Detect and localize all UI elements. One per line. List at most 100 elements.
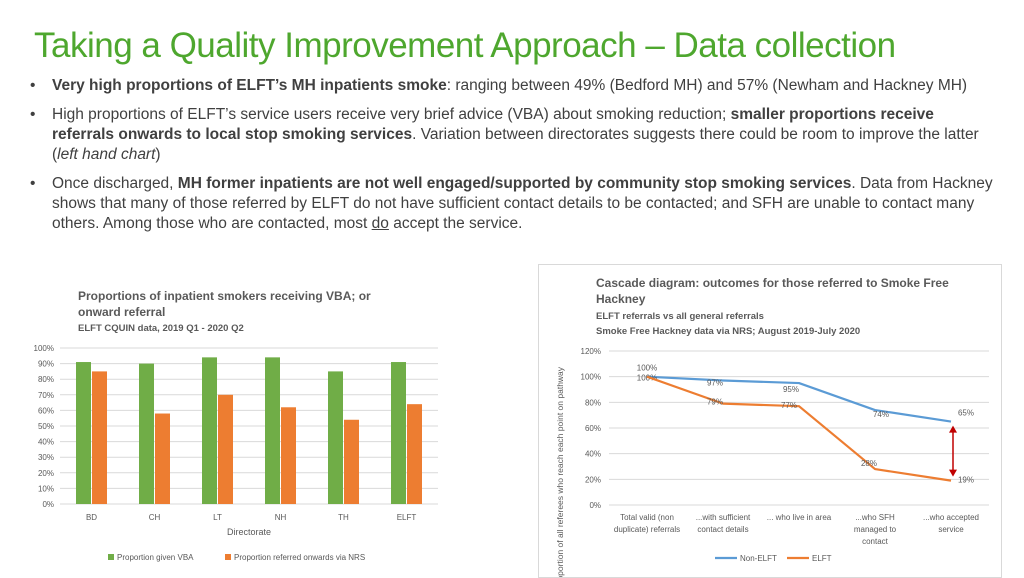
data-label: 100% bbox=[637, 364, 657, 373]
x-axis-title: Directorate bbox=[227, 527, 271, 537]
x-tick-label-line: managed to bbox=[854, 525, 897, 534]
y-tick-label: 10% bbox=[38, 484, 54, 493]
x-tick-label: ...with sufficient contact details bbox=[696, 513, 751, 534]
x-tick-label: ELFT bbox=[397, 513, 417, 522]
data-label: 95% bbox=[783, 385, 799, 394]
y-tick-label: 70% bbox=[38, 391, 54, 400]
bar-vba bbox=[328, 371, 343, 504]
data-label: 97% bbox=[707, 379, 723, 388]
right-chart-title: Cascade diagram: outcomes for those refe… bbox=[596, 276, 949, 306]
y-tick-label: 0% bbox=[589, 501, 601, 510]
y-tick-label: 30% bbox=[38, 453, 54, 462]
bar-referral bbox=[155, 413, 170, 504]
bullet-1: • Very high proportions of ELFT’s MH inpa… bbox=[30, 76, 995, 96]
bullet-run: smaller proportions receive referrals on… bbox=[52, 106, 934, 143]
x-tick-label: Total valid (non duplicate) referrals bbox=[614, 513, 680, 534]
y-tick-label: 100% bbox=[34, 344, 54, 353]
y-tick-label: 60% bbox=[38, 406, 54, 415]
right-chart-plot: 0% 20% 40% 60% 80% 100% 120% Proportion of all … bbox=[555, 347, 989, 577]
bar-referral bbox=[407, 404, 422, 504]
x-tick-label: CH bbox=[149, 513, 161, 522]
legend-label: Proportion given VBA bbox=[117, 553, 194, 562]
legend-label: Proportion referred onwards via NRS bbox=[234, 553, 365, 562]
y-tick-label: 40% bbox=[38, 438, 54, 447]
legend-label: ELFT bbox=[812, 554, 832, 563]
x-tick-label-line: contact details bbox=[697, 525, 748, 534]
y-tick-label: 80% bbox=[38, 375, 54, 384]
bar-referral bbox=[92, 371, 107, 504]
data-label: 100% bbox=[637, 374, 657, 383]
right-chart-subtitle-2: Smoke Free Hackney data via NRS; August … bbox=[596, 326, 861, 337]
y-tick-label: 100% bbox=[581, 373, 601, 382]
cascade-line-chart: Cascade diagram: outcomes for those refe… bbox=[538, 264, 1002, 578]
x-tick-label-line: ...who SFH bbox=[855, 513, 895, 522]
bullet-run: do bbox=[371, 215, 389, 232]
data-label: 74% bbox=[873, 410, 889, 419]
bullet-run: : ranging between 49% (Bedford MH) and 5… bbox=[446, 77, 968, 94]
data-label: 19% bbox=[958, 476, 974, 485]
bullet-2-text: High proportions of ELFT’s service users… bbox=[52, 106, 979, 163]
bullet-dot: • bbox=[30, 77, 36, 94]
x-tick-label-line: ...with sufficient bbox=[696, 513, 751, 522]
legend-swatch bbox=[108, 554, 114, 560]
bullet-run: High proportions of ELFT’s service users… bbox=[52, 106, 731, 123]
y-tick-label: 50% bbox=[38, 422, 54, 431]
y-tick-label: 120% bbox=[581, 347, 601, 356]
bullet-dot: • bbox=[30, 106, 36, 123]
legend-label: Non-ELFT bbox=[740, 554, 777, 563]
bar-vba bbox=[139, 363, 154, 504]
bullet-run: left hand chart bbox=[57, 146, 156, 163]
data-label: 79% bbox=[707, 398, 723, 407]
data-label: 65% bbox=[958, 409, 974, 418]
bullet-list: • Very high proportions of ELFT’s MH inpa… bbox=[30, 76, 995, 243]
bullet-2: • High proportions of ELFT’s service user… bbox=[30, 105, 995, 165]
x-tick-label-line: Total valid (non bbox=[620, 513, 674, 522]
series-line-elft bbox=[646, 375, 952, 482]
y-tick-label: 90% bbox=[38, 360, 54, 369]
bar-vba bbox=[76, 362, 91, 504]
y-tick-label: 0% bbox=[42, 500, 54, 509]
bar-referral bbox=[344, 419, 359, 504]
bar-vba bbox=[202, 357, 217, 504]
bullet-3: • Once discharged, MH former inpatients a… bbox=[30, 174, 995, 234]
right-chart-subtitle-1: ELFT referrals vs all general referrals bbox=[596, 311, 764, 322]
bullet-1-text: Very high proportions of ELFT’s MH inpat… bbox=[52, 77, 967, 94]
gap-arrow-head-bottom bbox=[949, 469, 957, 477]
y-tick-label: 40% bbox=[585, 450, 601, 459]
x-tick-label-line: ... who live in area bbox=[767, 513, 832, 522]
bar-referral bbox=[218, 394, 233, 504]
left-chart-subtitle: ELFT CQUIN data, 2019 Q1 - 2020 Q2 bbox=[78, 323, 244, 334]
x-tick-label: ...who accepted service bbox=[923, 513, 979, 534]
y-tick-label: 20% bbox=[38, 469, 54, 478]
x-tick-label: NH bbox=[275, 513, 287, 522]
bullet-3-text: Once discharged, MH former inpatients ar… bbox=[52, 175, 993, 232]
bullet-run: Once discharged, bbox=[52, 175, 178, 192]
bar-referral bbox=[281, 407, 296, 504]
bar-vba bbox=[391, 362, 406, 504]
y-tick-label: 20% bbox=[585, 475, 601, 484]
x-tick-label: BD bbox=[86, 513, 97, 522]
bullet-run: Very high proportions of ELFT’s MH inpat… bbox=[52, 77, 447, 94]
x-tick-label-line: service bbox=[938, 525, 964, 534]
bullet-run: ) bbox=[155, 146, 161, 163]
slide-title: Taking a Quality Improvement Approach – … bbox=[34, 26, 896, 65]
x-tick-label-line: ...who accepted bbox=[923, 513, 979, 522]
y-tick-label: 80% bbox=[585, 398, 601, 407]
bullet-run: . Data from Hackney shows that many of t… bbox=[52, 175, 993, 232]
x-tick-label: TH bbox=[338, 513, 349, 522]
left-chart-title: Proportions of inpatient smokers receivi… bbox=[78, 289, 371, 319]
bullet-dot: • bbox=[30, 175, 36, 192]
data-label: 28% bbox=[861, 459, 877, 468]
bullet-run: MH former inpatients are not well engage… bbox=[177, 175, 852, 192]
bar-vba bbox=[265, 357, 280, 504]
x-tick-label: ... who live in area bbox=[767, 513, 832, 522]
legend-swatch bbox=[225, 554, 231, 560]
x-tick-label: ...who SFH managed to contact bbox=[854, 513, 897, 546]
series-line-non-elft bbox=[646, 375, 952, 423]
left-chart-plot: 0% 10% 20% 30% 40% 50% 60% 70% 80% 90% 100% BD CH LT N… bbox=[34, 344, 438, 562]
x-tick-label-line: contact bbox=[862, 537, 889, 546]
bullet-run: accept the service. bbox=[388, 215, 523, 232]
gap-arrow-head-top bbox=[949, 425, 957, 433]
x-tick-label-line: duplicate) referrals bbox=[614, 525, 680, 534]
data-label: 77% bbox=[781, 401, 797, 410]
